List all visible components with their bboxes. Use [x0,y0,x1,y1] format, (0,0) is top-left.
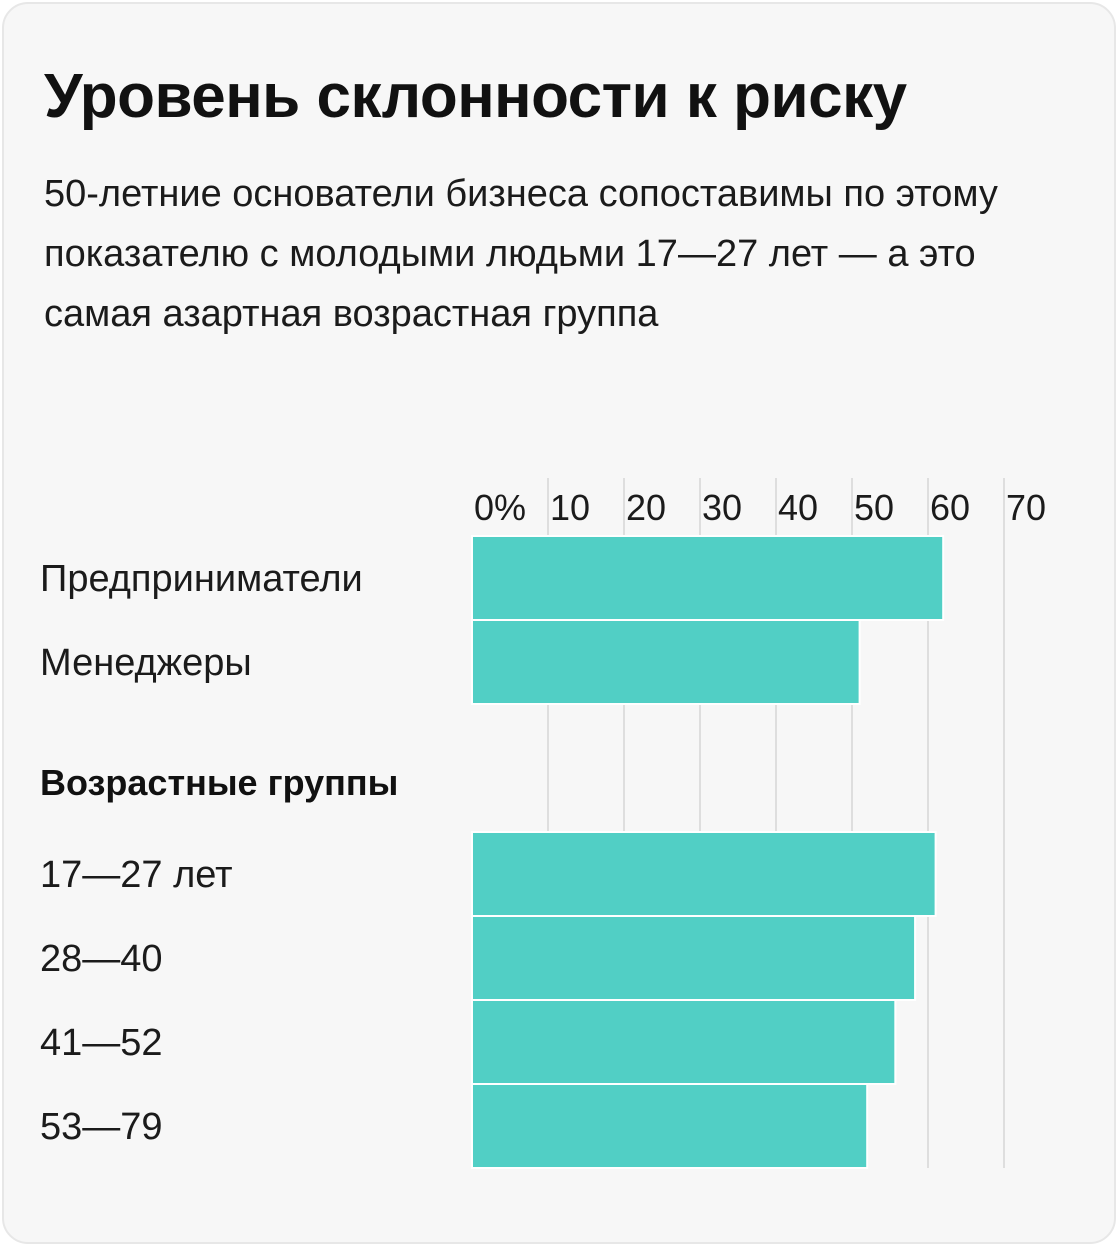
bar [471,831,937,917]
bar [471,1083,869,1169]
bar [471,999,897,1085]
category-label: 41—52 [40,1022,163,1064]
x-tick-label: 0% [474,487,526,528]
x-tick-label: 40 [778,487,818,528]
x-tick-label: 10 [550,487,590,528]
x-tick-label: 50 [854,487,894,528]
bar [471,915,917,1001]
category-label: Предприниматели [40,558,363,600]
category-label: 28—40 [40,938,163,980]
group-label: Возрастные группы [40,762,398,803]
bar [471,535,945,621]
chart-subtitle: 50-летние основатели бизнеса сопоставимы… [44,173,998,335]
x-tick-label: 30 [702,487,742,528]
bar [471,619,861,705]
x-tick-label: 70 [1006,487,1046,528]
category-label: 17—27 лет [40,854,233,896]
chart-title: Уровень склонности к риску [44,62,907,131]
category-label: Менеджеры [40,642,252,684]
x-tick-label: 60 [930,487,970,528]
category-label: 53—79 [40,1106,163,1148]
x-tick-label: 20 [626,487,666,528]
